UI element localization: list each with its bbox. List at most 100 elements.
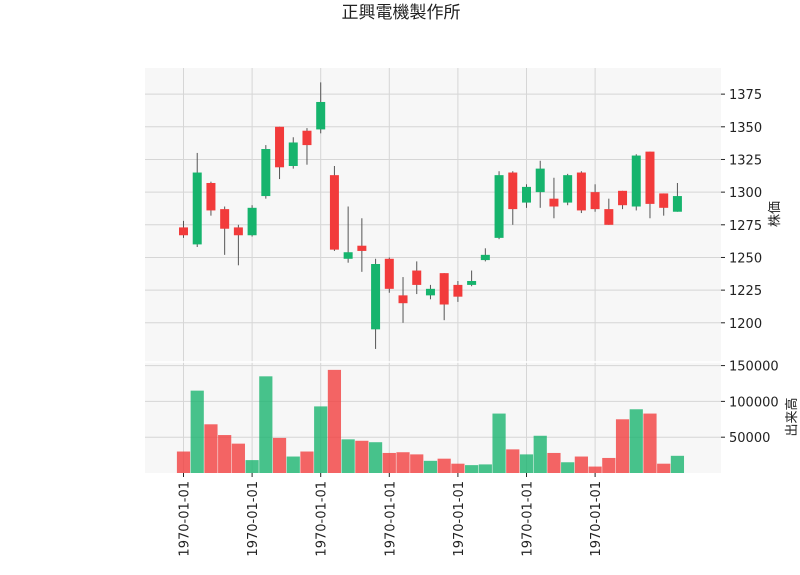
candle	[672, 182, 682, 212]
candle-body	[261, 149, 271, 197]
candle-body	[357, 245, 367, 251]
candle-body	[398, 295, 408, 304]
volume-bar	[561, 462, 575, 473]
volume-bar	[423, 460, 438, 473]
candle-body	[412, 270, 422, 285]
candle-body	[672, 196, 682, 212]
candle-body	[535, 168, 545, 193]
candle	[549, 177, 559, 219]
candle	[494, 171, 504, 240]
candle-body	[563, 175, 573, 203]
candle-body	[645, 151, 655, 204]
candle	[576, 171, 586, 214]
candle	[563, 173, 573, 206]
candle-body	[576, 172, 586, 211]
volume-bar	[492, 413, 506, 473]
volume-bar	[176, 451, 191, 473]
candle	[522, 184, 531, 208]
candle-body	[275, 126, 285, 168]
volume-bar	[396, 452, 410, 473]
x-tick-label: 1970-01-01	[315, 481, 330, 557]
candle	[261, 145, 271, 199]
candle-body	[549, 198, 559, 207]
candle-body	[233, 227, 243, 236]
candle	[508, 171, 518, 225]
chart-title: 正興電機製作所	[342, 3, 461, 23]
price-tick-label: 1350	[729, 121, 762, 136]
price-candles	[179, 82, 682, 349]
candle	[343, 206, 353, 263]
candle	[247, 205, 257, 237]
candle	[645, 151, 655, 219]
candle-body	[590, 192, 600, 210]
candle	[371, 258, 381, 349]
volume-bar	[286, 456, 300, 473]
x-axis-ticks: 1970-01-01 1970-01-01 1970-01-01 1970-01-01…	[178, 473, 604, 557]
volume-tick-label: 50000	[729, 431, 770, 446]
volume-bar	[231, 443, 245, 473]
candle	[618, 190, 628, 210]
volume-bar	[451, 463, 465, 473]
candle-body	[302, 130, 312, 146]
candle	[659, 193, 669, 216]
volume-axis-ticks: 50000 100000 150000	[721, 360, 779, 446]
volume-bar	[643, 413, 657, 473]
candle	[206, 181, 216, 216]
volume-tick-label: 100000	[729, 395, 779, 410]
price-panel-background	[145, 68, 721, 362]
candle-body	[631, 155, 641, 207]
candle	[480, 248, 490, 262]
x-tick-label: 1970-01-01	[589, 481, 604, 557]
volume-bar	[368, 442, 383, 473]
x-tick-label: 1970-01-01	[521, 481, 536, 557]
candle	[329, 166, 339, 251]
candle-body	[179, 227, 188, 236]
volume-bar	[533, 435, 547, 473]
price-tick-label: 1250	[729, 251, 762, 266]
candle-body	[343, 252, 353, 259]
volume-bar	[629, 409, 643, 473]
candle-body	[192, 172, 202, 245]
volume-bar	[588, 466, 602, 473]
volume-bar	[478, 464, 492, 473]
volume-bar	[519, 454, 534, 473]
candle-body	[508, 172, 518, 210]
candle	[220, 206, 230, 255]
volume-axis-label: 出来高	[784, 397, 800, 436]
candle	[179, 220, 188, 238]
price-tick-label: 1275	[729, 219, 762, 234]
price-tick-label: 1225	[729, 284, 762, 299]
volume-bar	[272, 437, 287, 473]
candle	[398, 277, 408, 323]
candle-body	[329, 175, 339, 250]
volume-bar	[327, 369, 342, 473]
candle-body	[453, 284, 463, 297]
volume-bar	[657, 463, 671, 473]
volume-bar	[574, 456, 588, 473]
volume-bar	[615, 419, 630, 473]
candle-body	[439, 273, 449, 305]
volume-bar	[259, 376, 273, 473]
volume-bars	[176, 369, 685, 473]
candle	[412, 261, 422, 295]
candle-body	[522, 186, 531, 203]
price-tick-label: 1325	[729, 153, 762, 168]
candle	[192, 152, 202, 248]
x-tick-label: 1970-01-01	[383, 481, 398, 557]
volume-bar	[437, 458, 451, 473]
candle-body	[494, 175, 504, 238]
volume-bar	[204, 424, 218, 473]
volume-bar	[506, 449, 520, 473]
candle	[453, 280, 463, 302]
volume-bar	[602, 457, 616, 473]
volume-bar	[190, 390, 204, 473]
candle-body	[316, 101, 326, 130]
volume-bar	[245, 460, 259, 473]
candle	[590, 184, 600, 212]
candle-body	[467, 280, 477, 285]
candle-body	[371, 264, 381, 330]
price-tick-label: 1200	[729, 317, 762, 332]
volume-tick-label: 150000	[729, 360, 779, 375]
volume-bar	[410, 454, 424, 473]
